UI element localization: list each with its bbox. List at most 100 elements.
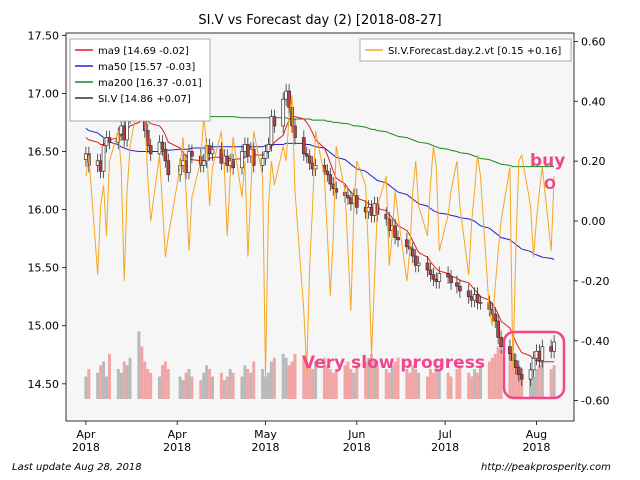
volume-bar — [396, 357, 400, 399]
candle — [472, 294, 477, 301]
volume-bar — [308, 365, 312, 399]
candle — [187, 151, 191, 173]
y-left-tick-label: 17.00 — [28, 87, 60, 100]
candle — [287, 90, 291, 108]
volume-bar — [290, 361, 294, 399]
x-tick-label: Jul 2018 — [431, 428, 459, 454]
volume-bar — [272, 357, 276, 399]
volume-bar — [331, 372, 335, 399]
candle — [458, 285, 462, 292]
volume-bar — [205, 365, 209, 399]
volume-bar — [343, 365, 347, 399]
volume-bar — [352, 372, 356, 399]
candle — [466, 290, 471, 298]
volume-bar — [143, 361, 147, 399]
volume-bar — [540, 361, 544, 399]
volume-bar — [549, 369, 553, 399]
candle — [393, 225, 397, 238]
x-tick-label: May 2018 — [252, 428, 280, 454]
candle — [428, 269, 433, 275]
candle — [369, 206, 374, 216]
volume-bar — [552, 365, 556, 399]
candle — [366, 206, 371, 213]
volume-bar — [228, 369, 232, 399]
legend-left-label: ma200 [16.37 -0.01] — [98, 78, 202, 89]
legend-right-box — [359, 38, 572, 62]
volume-bar — [181, 380, 185, 399]
volume-bar — [122, 361, 126, 399]
volume-bar — [158, 376, 161, 399]
volume-bar — [364, 361, 368, 399]
volume-bar — [493, 354, 497, 399]
volume-bar — [116, 369, 120, 399]
candle — [519, 374, 524, 380]
volume-bar — [202, 372, 206, 399]
volume-bar — [437, 369, 441, 399]
volume-bar — [408, 372, 412, 399]
legend-left-label: ma9 [14.69 -0.02] — [98, 46, 189, 57]
candle — [331, 183, 336, 190]
volume-bar — [314, 361, 318, 399]
candle — [549, 346, 553, 352]
volume-bar — [184, 372, 188, 399]
volume-bar — [249, 372, 253, 399]
candle — [552, 341, 556, 352]
volume-bar — [426, 376, 429, 399]
volume-bar — [119, 372, 123, 399]
volume-bar — [384, 369, 388, 399]
x-tick-label-line: 2018 — [343, 441, 371, 454]
candle — [434, 278, 439, 282]
candle — [540, 346, 545, 361]
volume-bar — [146, 369, 150, 399]
volume-bar — [431, 372, 435, 399]
candle — [413, 255, 418, 266]
candle — [425, 262, 430, 271]
candle — [478, 302, 483, 304]
volume-bar — [284, 357, 288, 399]
volume-bar — [199, 380, 203, 399]
candle — [240, 151, 244, 169]
candle — [272, 116, 277, 127]
x-tick-label-line: Jul — [438, 428, 452, 441]
candle — [104, 137, 109, 147]
candle — [266, 144, 271, 152]
candle — [405, 239, 409, 248]
volume-bar — [311, 369, 315, 399]
y-right-tick-label: -0.40 — [581, 335, 609, 348]
candle — [166, 160, 171, 176]
candle — [160, 141, 165, 150]
volume-bar — [128, 357, 132, 399]
volume-bar — [479, 365, 482, 399]
footer-source-url[interactable]: http://peakprosperity.com — [481, 462, 611, 473]
volume-bar — [125, 365, 129, 399]
volume-bar — [222, 380, 226, 399]
y-right-tick-label: 0.20 — [581, 155, 606, 168]
volume-bar — [511, 357, 515, 399]
x-tick-label-line: May — [254, 428, 277, 441]
x-tick-label-line: 2018 — [252, 441, 280, 454]
axes: 14.50 15.00 15.50 16.00 16.50 17.00 17.50 -0.60… — [28, 29, 610, 454]
volume-bar — [102, 361, 106, 399]
volume-bar — [325, 365, 329, 399]
volume-bar — [449, 376, 453, 399]
volume-bar — [470, 376, 474, 399]
candle — [145, 130, 150, 147]
candle — [516, 367, 521, 375]
candle — [122, 125, 126, 141]
candle — [101, 145, 106, 172]
volume-bar — [446, 372, 450, 399]
x-tick-label-line: 2018 — [522, 441, 550, 454]
candle — [293, 125, 297, 138]
candle — [328, 174, 333, 185]
volume-bar — [458, 365, 462, 399]
candle — [499, 337, 503, 348]
candle — [260, 158, 265, 166]
candle — [190, 151, 194, 157]
volume-bar — [349, 369, 353, 399]
candle — [304, 153, 309, 157]
candle — [325, 170, 330, 176]
volume-bar — [455, 369, 459, 399]
candle — [225, 155, 230, 166]
candle — [431, 274, 436, 280]
